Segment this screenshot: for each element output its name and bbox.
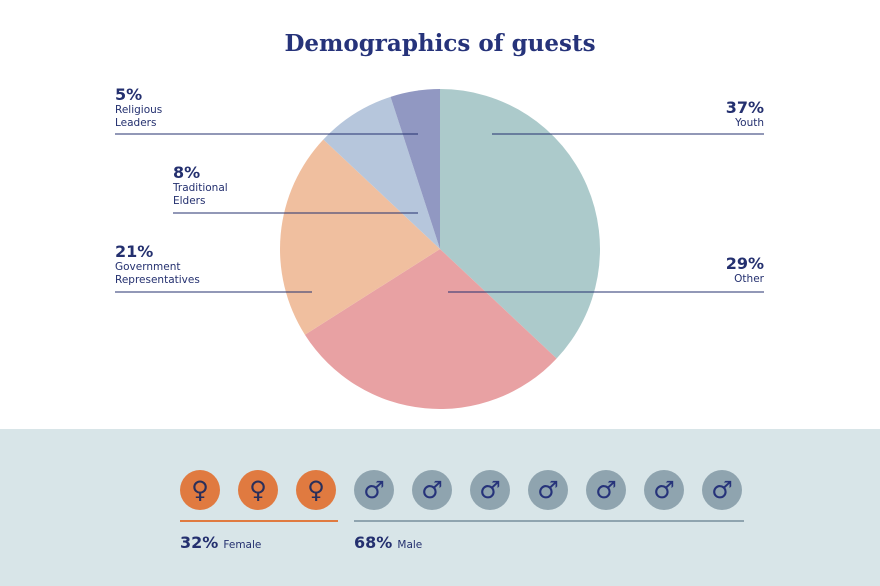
male-stat-label: Male xyxy=(397,539,423,551)
callout-government: 21% Government Representatives xyxy=(115,243,200,287)
pie-slice-youth xyxy=(440,89,601,359)
male-stat: 68% Male xyxy=(354,533,422,552)
callout-government-value: 21% xyxy=(115,242,154,261)
male-icon: ♂ xyxy=(354,470,394,510)
callout-religious-label: Religious Leaders xyxy=(115,104,163,129)
callout-other: 29% Other xyxy=(726,255,764,286)
female-icon: ♀ xyxy=(238,470,278,510)
pie-slice-religious xyxy=(390,89,440,249)
male-underline xyxy=(354,520,744,522)
male-stat-value: 68% xyxy=(354,533,393,552)
chart-title: Demographics of guests xyxy=(284,30,596,57)
pie-slice-government xyxy=(280,139,440,335)
callout-elders-value: 8% xyxy=(173,163,201,182)
callout-religious: 5% Religious Leaders xyxy=(115,86,162,130)
male-icon: ♂ xyxy=(528,470,568,510)
pie-chart xyxy=(115,89,764,410)
callout-youth-value: 37% xyxy=(725,98,764,117)
callout-religious-value: 5% xyxy=(115,85,143,104)
callout-other-value: 29% xyxy=(725,254,764,273)
callout-youth: 37% Youth xyxy=(726,99,764,130)
callout-elders-label: Traditional Elders xyxy=(173,182,228,207)
male-icon: ♂ xyxy=(470,470,510,510)
callout-youth-label: Youth xyxy=(735,117,764,129)
female-stat: 32% Female xyxy=(180,533,261,552)
female-icon: ♀ xyxy=(296,470,336,510)
pie-slice-elders xyxy=(323,96,440,249)
male-icon: ♂ xyxy=(644,470,684,510)
female-underline xyxy=(180,520,338,522)
male-icon: ♂ xyxy=(702,470,742,510)
female-stat-value: 32% xyxy=(180,533,219,552)
female-stat-label: Female xyxy=(223,539,262,551)
male-icon: ♂ xyxy=(412,470,452,510)
female-icon: ♀ xyxy=(180,470,220,510)
male-icon: ♂ xyxy=(586,470,626,510)
pie-slice-other xyxy=(304,249,557,410)
callout-other-label: Other xyxy=(734,273,764,285)
callout-elders: 8% Traditional Elders xyxy=(173,164,228,208)
callout-government-label: Government Representatives xyxy=(115,261,200,286)
